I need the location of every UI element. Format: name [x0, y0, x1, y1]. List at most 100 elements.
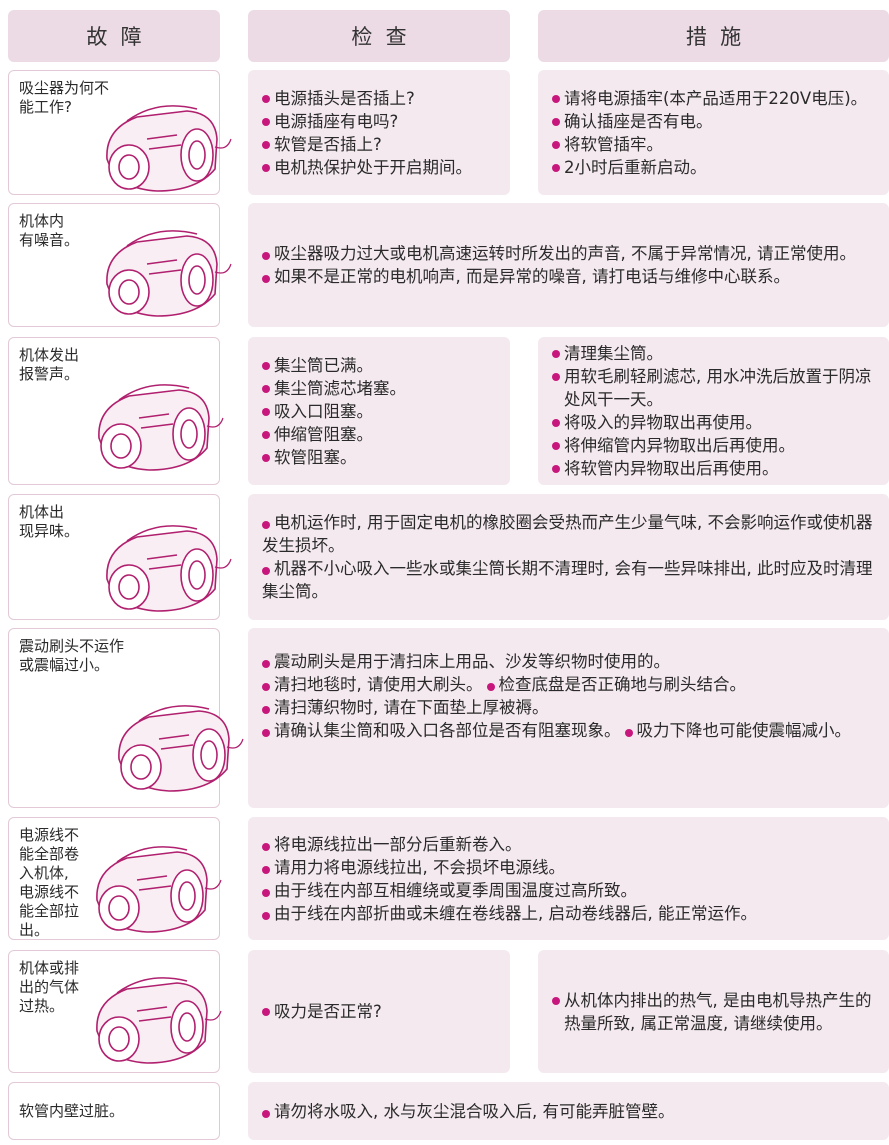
check-cell: 吸力是否正常? [248, 950, 510, 1073]
combined-line: 请用力将电源线拉出, 不会损坏电源线。 [262, 856, 879, 879]
combined-line: 由于线在内部折曲或未缠在卷线器上, 启动卷线器后, 能正常运作。 [262, 902, 879, 925]
fault-line: 报警声。 [19, 365, 80, 383]
fault-line: 入机体, [19, 864, 69, 882]
combined-cell: 吸尘器吸力过大或电机高速运转时所发出的声音, 不属于异常情况, 请正常使用。 如果… [248, 203, 889, 327]
combined-line: 吸尘器吸力过大或电机高速运转时所发出的声音, 不属于异常情况, 请正常使用。 [262, 242, 879, 265]
fault-line: 能工作? [19, 98, 72, 116]
measure-item: 从机体内排出的热气, 是由电机导热产生的热量所致, 属正常温度, 请继续使用。 [552, 989, 875, 1035]
fault-text: 震动刷头不运作 或震幅过小。 [19, 637, 209, 675]
fault-line: 有噪音。 [19, 231, 80, 249]
check-item: 伸缩管阻塞。 [262, 423, 496, 446]
fault-line: 机体发出 [19, 346, 80, 364]
combined-line: 如果不是正常的电机响声, 而是异常的噪音, 请打电话与维修中心联系。 [262, 265, 879, 288]
fault-cell: 吸尘器为何不 能工作? [8, 70, 232, 195]
measure-item: 清理集尘筒。 [552, 342, 875, 365]
fault-cell: 机体内 有噪音。 [8, 203, 232, 327]
fault-text: 吸尘器为何不 能工作? [19, 79, 209, 117]
fault-line: 机体或排 [19, 959, 80, 977]
measure-cell: 清理集尘筒。 用软毛刷轻刷滤芯, 用水冲洗后放置于阴凉处风干一天。 将吸入的异物取出… [538, 337, 889, 485]
measure-item: 将伸缩管内异物取出后再使用。 [552, 434, 875, 457]
fault-line: 现异味。 [19, 522, 80, 540]
combined-item: 请确认集尘筒和吸入口各部位是否有阻塞现象。 [262, 721, 621, 740]
fault-line: 吸尘器为何不 [19, 79, 110, 97]
measure-item: 2小时后重新启动。 [552, 156, 875, 179]
fault-line: 能全部拉 [19, 902, 80, 920]
fault-cell: 震动刷头不运作 或震幅过小。 [8, 628, 244, 808]
check-item: 软管是否插上? [262, 133, 496, 156]
measure-item: 将软管插牢。 [552, 133, 875, 156]
header-measure: 措 施 [538, 10, 889, 62]
check-item: 吸入口阻塞。 [262, 400, 496, 423]
combined-item: 由于线在内部互相缠绕或夏季周围温度过高所致。 [262, 881, 637, 900]
fault-line: 出的气体 [19, 978, 80, 996]
combined-line: 由于线在内部互相缠绕或夏季周围温度过高所致。 [262, 879, 879, 902]
check-item: 集尘筒滤芯堵塞。 [262, 377, 496, 400]
combined-cell: 震动刷头是用于清扫床上用品、沙发等织物时使用的。 清扫地毯时, 请使用大刷头。 检查… [248, 628, 889, 808]
fault-cell: 电源线不 能全部卷 入机体, 电源线不 能全部拉 出。 [8, 817, 222, 940]
combined-line: 将电源线拉出一部分后重新卷入。 [262, 833, 879, 856]
check-item: 软管阻塞。 [262, 446, 496, 469]
fault-text: 机体出 现异味。 [19, 503, 209, 541]
combined-item: 电机运作时, 用于固定电机的橡胶圈会受热而产生少量气味, 不会影响运作或使机器发… [262, 513, 873, 555]
fault-cell: 软管内壁过脏。 [8, 1082, 220, 1140]
fault-cell: 机体出 现异味。 [8, 494, 232, 620]
combined-item: 机器不小心吸入一些水或集尘筒长期不清理时, 会有一些异味排出, 此时应及时清理集… [262, 559, 873, 601]
combined-line: 电机运作时, 用于固定电机的橡胶圈会受热而产生少量气味, 不会影响运作或使机器发… [262, 511, 879, 557]
measure-item: 请将电源插牢(本产品适用于220V电压)。 [552, 87, 875, 110]
combined-line: 请确认集尘筒和吸入口各部位是否有阻塞现象。 吸力下降也可能使震幅减小。 [262, 719, 879, 742]
fault-cell: 机体或排 出的气体 过热。 [8, 950, 222, 1073]
check-item: 吸力是否正常? [262, 1000, 496, 1023]
combined-item: 由于线在内部折曲或未缠在卷线器上, 启动卷线器后, 能正常运作。 [262, 904, 757, 923]
fault-line: 出。 [19, 921, 50, 939]
combined-cell: 电机运作时, 用于固定电机的橡胶圈会受热而产生少量气味, 不会影响运作或使机器发… [248, 494, 889, 620]
check-item: 集尘筒已满。 [262, 354, 496, 377]
combined-cell: 将电源线拉出一部分后重新卷入。请用力将电源线拉出, 不会损坏电源线。由于线在内部… [248, 817, 889, 940]
vacuum-illustration [118, 705, 244, 792]
combined-line: 请勿将水吸入, 水与灰尘混合吸入后, 有可能弄脏管壁。 [262, 1100, 879, 1123]
fault-line: 电源线不 [19, 883, 80, 901]
check-item: 电源插座有电吗? [262, 110, 496, 133]
combined-cell: 请勿将水吸入, 水与灰尘混合吸入后, 有可能弄脏管壁。 [248, 1082, 889, 1140]
combined-line: 震动刷头是用于清扫床上用品、沙发等织物时使用的。 [262, 650, 879, 673]
fault-line: 震动刷头不运作 [19, 637, 125, 655]
combined-item: 震动刷头是用于清扫床上用品、沙发等织物时使用的。 [262, 652, 670, 671]
fault-line: 电源线不 [19, 826, 80, 844]
fault-line: 或震幅过小。 [19, 656, 110, 674]
combined-item: 吸尘器吸力过大或电机高速运转时所发出的声音, 不属于异常情况, 请正常使用。 [262, 244, 856, 263]
combined-line: 清扫地毯时, 请使用大刷头。 检查底盘是否正确地与刷头结合。 [262, 673, 879, 696]
measure-item: 将软管内异物取出后再使用。 [552, 457, 875, 480]
combined-item: 清扫地毯时, 请使用大刷头。 [262, 675, 483, 694]
measure-item: 用软毛刷轻刷滤芯, 用水冲洗后放置于阴凉处风干一天。 [552, 365, 875, 411]
fault-text: 机体内 有噪音。 [19, 212, 209, 250]
fault-line: 软管内壁过脏。 [19, 1101, 125, 1120]
check-item: 电源插头是否插上? [262, 87, 496, 110]
combined-item: 清扫薄织物时, 请在下面垫上厚被褥。 [262, 698, 549, 717]
combined-item: 如果不是正常的电机响声, 而是异常的噪音, 请打电话与维修中心联系。 [262, 267, 790, 286]
fault-line: 过热。 [19, 997, 65, 1015]
combined-line: 机器不小心吸入一些水或集尘筒长期不清理时, 会有一些异味排出, 此时应及时清理集… [262, 557, 879, 603]
fault-text: 机体发出 报警声。 [19, 346, 209, 384]
fault-cell: 机体发出 报警声。 [8, 337, 224, 485]
fault-text: 电源线不 能全部卷 入机体, 电源线不 能全部拉 出。 [19, 826, 209, 940]
fault-line: 机体内 [19, 212, 65, 230]
header-check: 检 查 [248, 10, 510, 62]
measure-item: 将吸入的异物取出再使用。 [552, 411, 875, 434]
combined-line: 清扫薄织物时, 请在下面垫上厚被褥。 [262, 696, 879, 719]
fault-text: 机体或排 出的气体 过热。 [19, 959, 209, 1016]
measure-cell: 从机体内排出的热气, 是由电机导热产生的热量所致, 属正常温度, 请继续使用。 [538, 950, 889, 1073]
vacuum-illustration [98, 384, 224, 471]
header-fault: 故 障 [8, 10, 220, 62]
combined-item: 检查底盘是否正确地与刷头结合。 [487, 675, 747, 694]
combined-item: 吸力下降也可能使震幅减小。 [625, 721, 852, 740]
measure-cell: 请将电源插牢(本产品适用于220V电压)。 确认插座是否有电。 将软管插牢。 2小时后… [538, 70, 889, 195]
check-item: 电机热保护处于开启期间。 [262, 156, 496, 179]
check-cell: 集尘筒已满。 集尘筒滤芯堵塞。 吸入口阻塞。 伸缩管阻塞。 软管阻塞。 [248, 337, 510, 485]
measure-item: 确认插座是否有电。 [552, 110, 875, 133]
check-cell: 电源插头是否插上? 电源插座有电吗? 软管是否插上? 电机热保护处于开启期间。 [248, 70, 510, 195]
combined-item: 请勿将水吸入, 水与灰尘混合吸入后, 有可能弄脏管壁。 [262, 1102, 674, 1121]
fault-text: 软管内壁过脏。 [19, 1102, 124, 1121]
combined-item: 请用力将电源线拉出, 不会损坏电源线。 [262, 858, 565, 877]
fault-line: 能全部卷 [19, 845, 80, 863]
fault-line: 机体出 [19, 503, 65, 521]
